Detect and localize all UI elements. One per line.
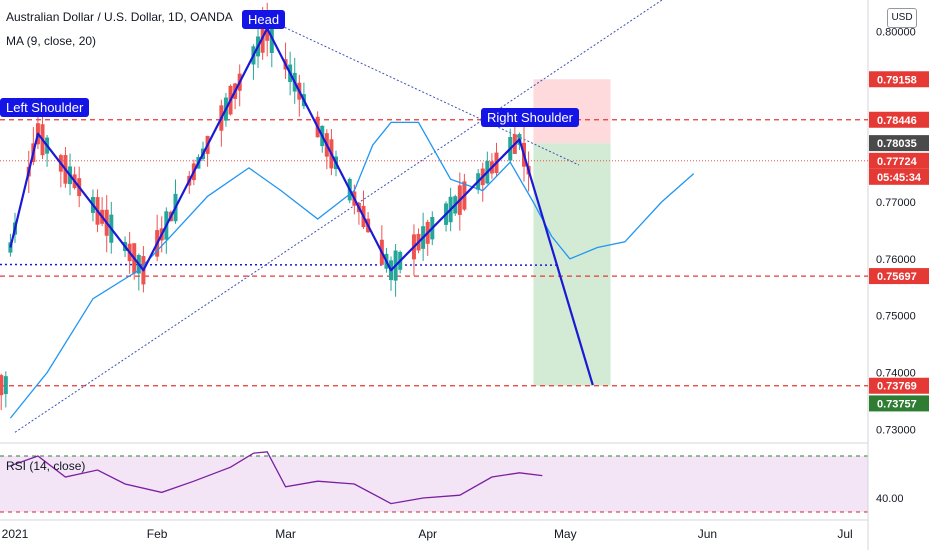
- candle: [411, 224, 416, 276]
- price-tick-label: 0.77000: [876, 197, 916, 209]
- time-tick-label: Apr: [418, 527, 437, 541]
- candle: [173, 179, 178, 224]
- svg-text:0.77724: 0.77724: [877, 156, 918, 168]
- time-tick-label: Jun: [698, 527, 717, 541]
- candle: [379, 225, 384, 266]
- candle: [136, 253, 141, 291]
- svg-text:0.73769: 0.73769: [877, 381, 917, 393]
- upper-trend-line[interactable]: [280, 25, 580, 166]
- head-label: Head: [242, 10, 286, 29]
- time-tick-label: May: [554, 527, 577, 541]
- candle: [425, 219, 430, 256]
- price-label: 0.73757: [869, 395, 929, 412]
- rising-trend-line[interactable]: [14, 0, 666, 433]
- candle: [251, 44, 256, 80]
- price-label: 0.73769: [869, 377, 929, 394]
- chart-title: Australian Dollar / U.S. Dollar, 1D, OAN…: [6, 10, 233, 24]
- rsi-band: [0, 456, 868, 512]
- candle: [164, 207, 169, 254]
- svg-text:0.78035: 0.78035: [877, 138, 917, 150]
- candle: [480, 162, 485, 202]
- candle: [45, 134, 50, 167]
- candle: [485, 151, 490, 185]
- moving-average-line: [9, 121, 695, 419]
- candle: [393, 243, 398, 297]
- rsi-indicator-label: RSI (14, close): [6, 459, 86, 473]
- time-tick-label: Jul: [837, 527, 852, 541]
- price-label: 0.78446: [869, 111, 929, 128]
- rsi-tick-label: 40.00: [876, 493, 904, 505]
- svg-text:0.78446: 0.78446: [877, 115, 917, 127]
- neckline[interactable]: [0, 263, 561, 266]
- price-label: 0.79158: [869, 71, 929, 88]
- rsi-line: [10, 451, 543, 505]
- candles: [0, 2, 531, 411]
- svg-text:0.79158: 0.79158: [877, 74, 917, 86]
- candle: [512, 126, 517, 154]
- candle: [389, 256, 394, 291]
- svg-text:05:45:34: 05:45:34: [877, 172, 922, 184]
- time-tick-label: 2021: [2, 527, 29, 541]
- svg-text:0.73757: 0.73757: [877, 398, 917, 410]
- price-tick-label: 0.80000: [876, 26, 916, 38]
- price-tick-label: 0.73000: [876, 424, 916, 436]
- price-label: 0.75697: [869, 268, 929, 285]
- right-shoulder-label: Right Shoulder: [481, 108, 579, 127]
- candle: [0, 373, 4, 411]
- candle: [100, 197, 105, 227]
- candle: [58, 153, 63, 188]
- price-tick-label: 0.75000: [876, 311, 916, 323]
- candle: [508, 128, 513, 163]
- svg-text:0.75697: 0.75697: [877, 271, 917, 283]
- take-profit-zone[interactable]: [533, 143, 611, 386]
- candle: [3, 371, 8, 408]
- price-label: 05:45:34: [869, 168, 929, 185]
- ma-indicator-label: MA (9, close, 20): [6, 34, 97, 48]
- candle: [361, 190, 366, 229]
- price-tick-label: 0.74000: [876, 368, 916, 380]
- candle: [155, 214, 160, 262]
- time-tick-label: Mar: [275, 527, 296, 541]
- currency-badge[interactable]: USD: [887, 8, 917, 28]
- price-label: 0.77724: [869, 152, 929, 169]
- price-label: 0.78035: [869, 135, 929, 152]
- left-shoulder-label: Left Shoulder: [0, 98, 90, 117]
- price-tick-label: 0.76000: [876, 254, 916, 266]
- time-tick-label: Feb: [147, 527, 168, 541]
